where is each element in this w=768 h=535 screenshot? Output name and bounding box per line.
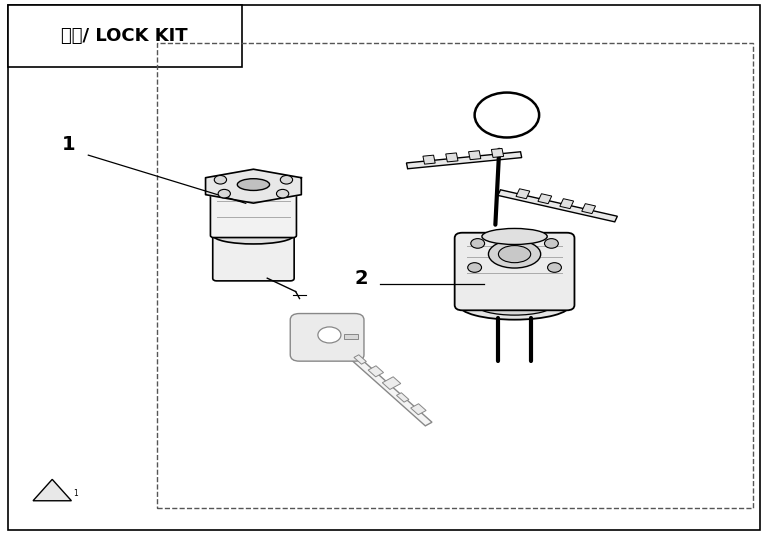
Circle shape [548,263,561,272]
Polygon shape [581,204,595,213]
Polygon shape [206,169,301,203]
Text: 2: 2 [354,269,368,288]
Circle shape [545,239,558,248]
Polygon shape [445,153,458,162]
Circle shape [218,189,230,198]
Circle shape [276,189,289,198]
Ellipse shape [476,295,553,315]
Polygon shape [331,338,432,426]
Polygon shape [516,189,530,198]
Polygon shape [411,404,426,415]
FancyBboxPatch shape [210,185,296,238]
Polygon shape [354,355,366,364]
FancyBboxPatch shape [455,233,574,310]
Polygon shape [492,148,504,157]
Bar [8,5,242,67]
Ellipse shape [213,227,293,244]
Ellipse shape [459,290,570,320]
Ellipse shape [488,240,541,268]
Ellipse shape [498,246,531,263]
Polygon shape [498,190,617,222]
Polygon shape [560,198,574,209]
Polygon shape [368,366,383,377]
Text: 锁具/ LOCK KIT: 锁具/ LOCK KIT [61,27,188,45]
Ellipse shape [237,179,270,190]
Circle shape [318,327,341,343]
Bar [157,43,753,508]
Polygon shape [396,393,409,402]
Polygon shape [468,151,481,159]
Ellipse shape [482,228,547,244]
Polygon shape [423,155,435,164]
Text: 1: 1 [62,135,76,154]
Polygon shape [406,152,521,169]
Polygon shape [33,479,71,501]
Circle shape [471,239,485,248]
Polygon shape [382,377,401,389]
Text: 1: 1 [73,490,78,498]
Circle shape [468,263,482,272]
Polygon shape [538,194,551,204]
FancyBboxPatch shape [213,222,294,281]
Polygon shape [344,334,358,339]
Circle shape [214,175,227,184]
Circle shape [280,175,293,184]
FancyBboxPatch shape [290,314,364,361]
